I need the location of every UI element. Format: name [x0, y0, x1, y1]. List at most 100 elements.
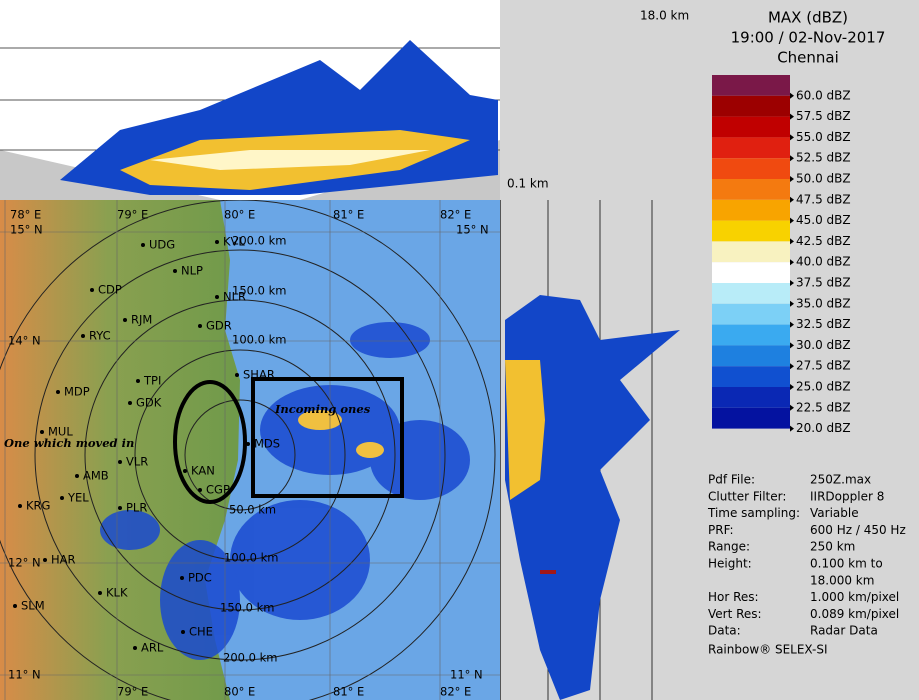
- info-value: 250Z.max: [810, 473, 871, 487]
- city-label: YEL: [67, 491, 89, 505]
- lat-label: 15° N: [10, 223, 43, 237]
- info-label: Hor Res:: [708, 590, 759, 604]
- legend-label: 55.0 dBZ: [796, 130, 851, 144]
- lon-label: 79° E: [117, 208, 148, 222]
- legend-label: 50.0 dBZ: [796, 172, 851, 186]
- city-label: NLP: [181, 264, 203, 278]
- info-label: Clutter Filter:: [708, 489, 786, 503]
- city-dot: [128, 401, 132, 405]
- info-value: Variable: [810, 506, 859, 520]
- city-dot: [141, 243, 145, 247]
- city-label: MUL: [48, 425, 73, 439]
- info-label: Height:: [708, 557, 752, 571]
- legend-swatch: [712, 179, 790, 200]
- city-dot: [215, 295, 219, 299]
- range-label: 100.0 km: [224, 551, 278, 565]
- legend-swatch: [712, 220, 790, 242]
- legend-swatch: [712, 345, 790, 367]
- range-label: 50.0 km: [229, 503, 276, 517]
- legend-label: 52.5 dBZ: [796, 151, 851, 165]
- info-label: Data:: [708, 624, 741, 638]
- city-dot: [215, 240, 219, 244]
- lon-label: 81° E: [333, 208, 364, 222]
- legend-tick: [790, 259, 794, 266]
- city-label: KLK: [106, 586, 128, 600]
- legend-label: 27.5 dBZ: [796, 359, 851, 373]
- city-label: SLM: [21, 599, 45, 613]
- city-label: KRG: [26, 499, 50, 513]
- city-dot: [90, 288, 94, 292]
- datetime: 19:00 / 02-Nov-2017: [731, 29, 886, 47]
- legend-tick: [790, 363, 794, 370]
- city-label: CHE: [189, 625, 213, 639]
- city-dot: [235, 373, 239, 377]
- legend-swatch: [712, 303, 790, 325]
- info-label: Vert Res:: [708, 607, 762, 621]
- city-label: CDP: [98, 283, 122, 297]
- annotation-ellipse: [173, 380, 247, 504]
- lat-label: 15° N: [456, 223, 489, 237]
- info-value: Radar Data: [810, 624, 878, 638]
- lon-label: 82° E: [440, 208, 471, 222]
- info-value: 0.100 km to: [810, 557, 883, 571]
- info-label: Pdf File:: [708, 473, 755, 487]
- legend-swatch: [712, 387, 790, 408]
- city-label: CGP: [206, 483, 230, 497]
- city-dot: [56, 390, 60, 394]
- height-label: 0.1 km: [507, 177, 549, 191]
- annotation-box: [251, 377, 404, 498]
- lat-label: 14° N: [8, 334, 41, 348]
- city-label: AMB: [83, 469, 109, 483]
- footer: Rainbow® SELEX-SI: [708, 643, 828, 657]
- city-dot: [43, 558, 47, 562]
- city-label: MDS: [254, 437, 280, 451]
- info-value: 18.000 km: [810, 573, 874, 587]
- legend-swatch: [712, 283, 790, 304]
- lat-label: 11° N: [8, 668, 41, 682]
- legend-tick: [790, 425, 794, 432]
- legend-tick: [790, 384, 794, 390]
- top-profile: [0, 0, 500, 200]
- legend-tick: [790, 342, 794, 349]
- city-label: NLR: [223, 290, 246, 304]
- legend-tick: [790, 280, 794, 286]
- range-label: 200.0 km: [232, 234, 286, 248]
- info-value: 0.089 km/pixel: [810, 607, 899, 621]
- legend-swatch: [712, 75, 790, 96]
- city-label: HAR: [51, 553, 76, 567]
- range-label: 150.0 km: [232, 284, 286, 298]
- legend-label: 42.5 dBZ: [796, 234, 851, 248]
- side-profile: [505, 200, 680, 700]
- city-label: KVL: [223, 235, 245, 249]
- city-label: VLR: [126, 455, 148, 469]
- city-dot: [18, 504, 22, 508]
- location: Chennai: [777, 49, 839, 67]
- legend-tick: [790, 321, 794, 328]
- legend-label: 40.0 dBZ: [796, 255, 851, 269]
- legend-tick: [790, 92, 794, 99]
- city-dot: [60, 496, 64, 500]
- city-dot: [180, 576, 184, 580]
- legend-swatch: [712, 262, 790, 283]
- legend-label: 47.5 dBZ: [796, 192, 851, 206]
- city-label: GDR: [206, 319, 232, 333]
- legend-swatch: [712, 158, 790, 179]
- city-dot: [136, 379, 140, 383]
- map-labels: 78° E 79° E 80° E 81° E 82° E 15° N 15° …: [4, 208, 489, 699]
- legend-tick: [790, 134, 794, 141]
- city-dot: [98, 591, 102, 595]
- info-value: 1.000 km/pixel: [810, 590, 899, 604]
- lon-label: 79° E: [117, 685, 148, 699]
- legend-swatch: [712, 95, 790, 117]
- city-dot: [246, 442, 250, 446]
- range-label: 200.0 km: [223, 651, 277, 665]
- legend-swatch: [712, 241, 790, 263]
- divider: [500, 200, 501, 700]
- city-label: GDK: [136, 396, 162, 410]
- range-label: 150.0 km: [220, 601, 274, 615]
- legend-tick: [790, 404, 794, 411]
- city-dot: [118, 460, 122, 464]
- city-dot: [133, 646, 137, 650]
- height-label: 18.0 km: [640, 9, 689, 23]
- legend-swatch: [712, 116, 790, 138]
